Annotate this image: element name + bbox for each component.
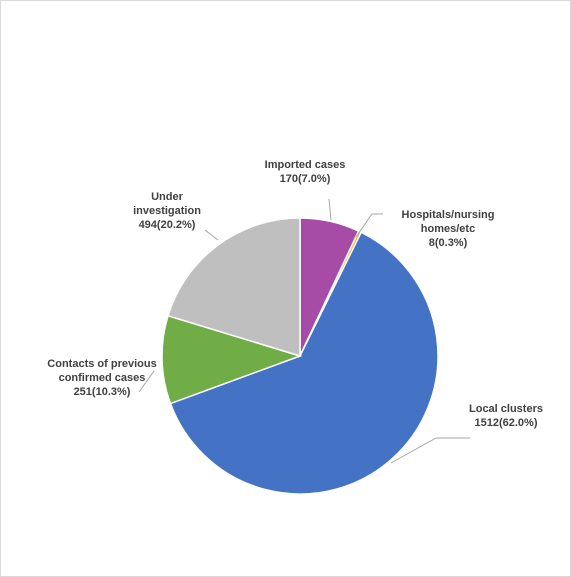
data-label-line: Local clusters: [469, 403, 543, 415]
leader-line: [138, 370, 155, 393]
data-label-line: confirmed cases: [58, 372, 146, 384]
data-label-line: Contacts of previous: [47, 358, 157, 370]
leader-line: [204, 229, 219, 241]
leader-line: [328, 198, 332, 221]
data-label: Contacts of previous confirmed cases 251(1…: [32, 357, 172, 399]
data-label-line: homes/etc: [420, 223, 476, 235]
data-label-line: Imported cases: [264, 159, 346, 171]
data-label-line: investigation: [133, 205, 201, 217]
leader-line: [355, 213, 383, 238]
data-label-line: Under: [151, 191, 183, 203]
data-label: Imported cases 170(7.0%): [262, 158, 348, 186]
data-label: Hospitals/nursing homes/etc 8(0.3%): [388, 208, 508, 250]
data-label: Under investigation 494(20.2%): [112, 190, 222, 232]
pie-slice-under-investigation: [167, 217, 301, 358]
data-label-line: 8(0.3%): [428, 237, 468, 249]
data-label-line: 170(7.0%): [279, 173, 331, 185]
data-label: Local clusters 1512(62.0%): [456, 402, 556, 430]
data-label-line: 251(10.3%): [73, 386, 131, 398]
pie-slice-contacts-of-previous-confirmed-cases: [161, 314, 303, 405]
data-label-line: Hospitals/nursing: [401, 209, 495, 221]
data-label-line: 1512(62.0%): [474, 417, 538, 429]
pie-slice-local-clusters: [169, 231, 439, 495]
data-label-line: 494(20.2%): [138, 219, 196, 231]
leader-line: [390, 437, 470, 464]
